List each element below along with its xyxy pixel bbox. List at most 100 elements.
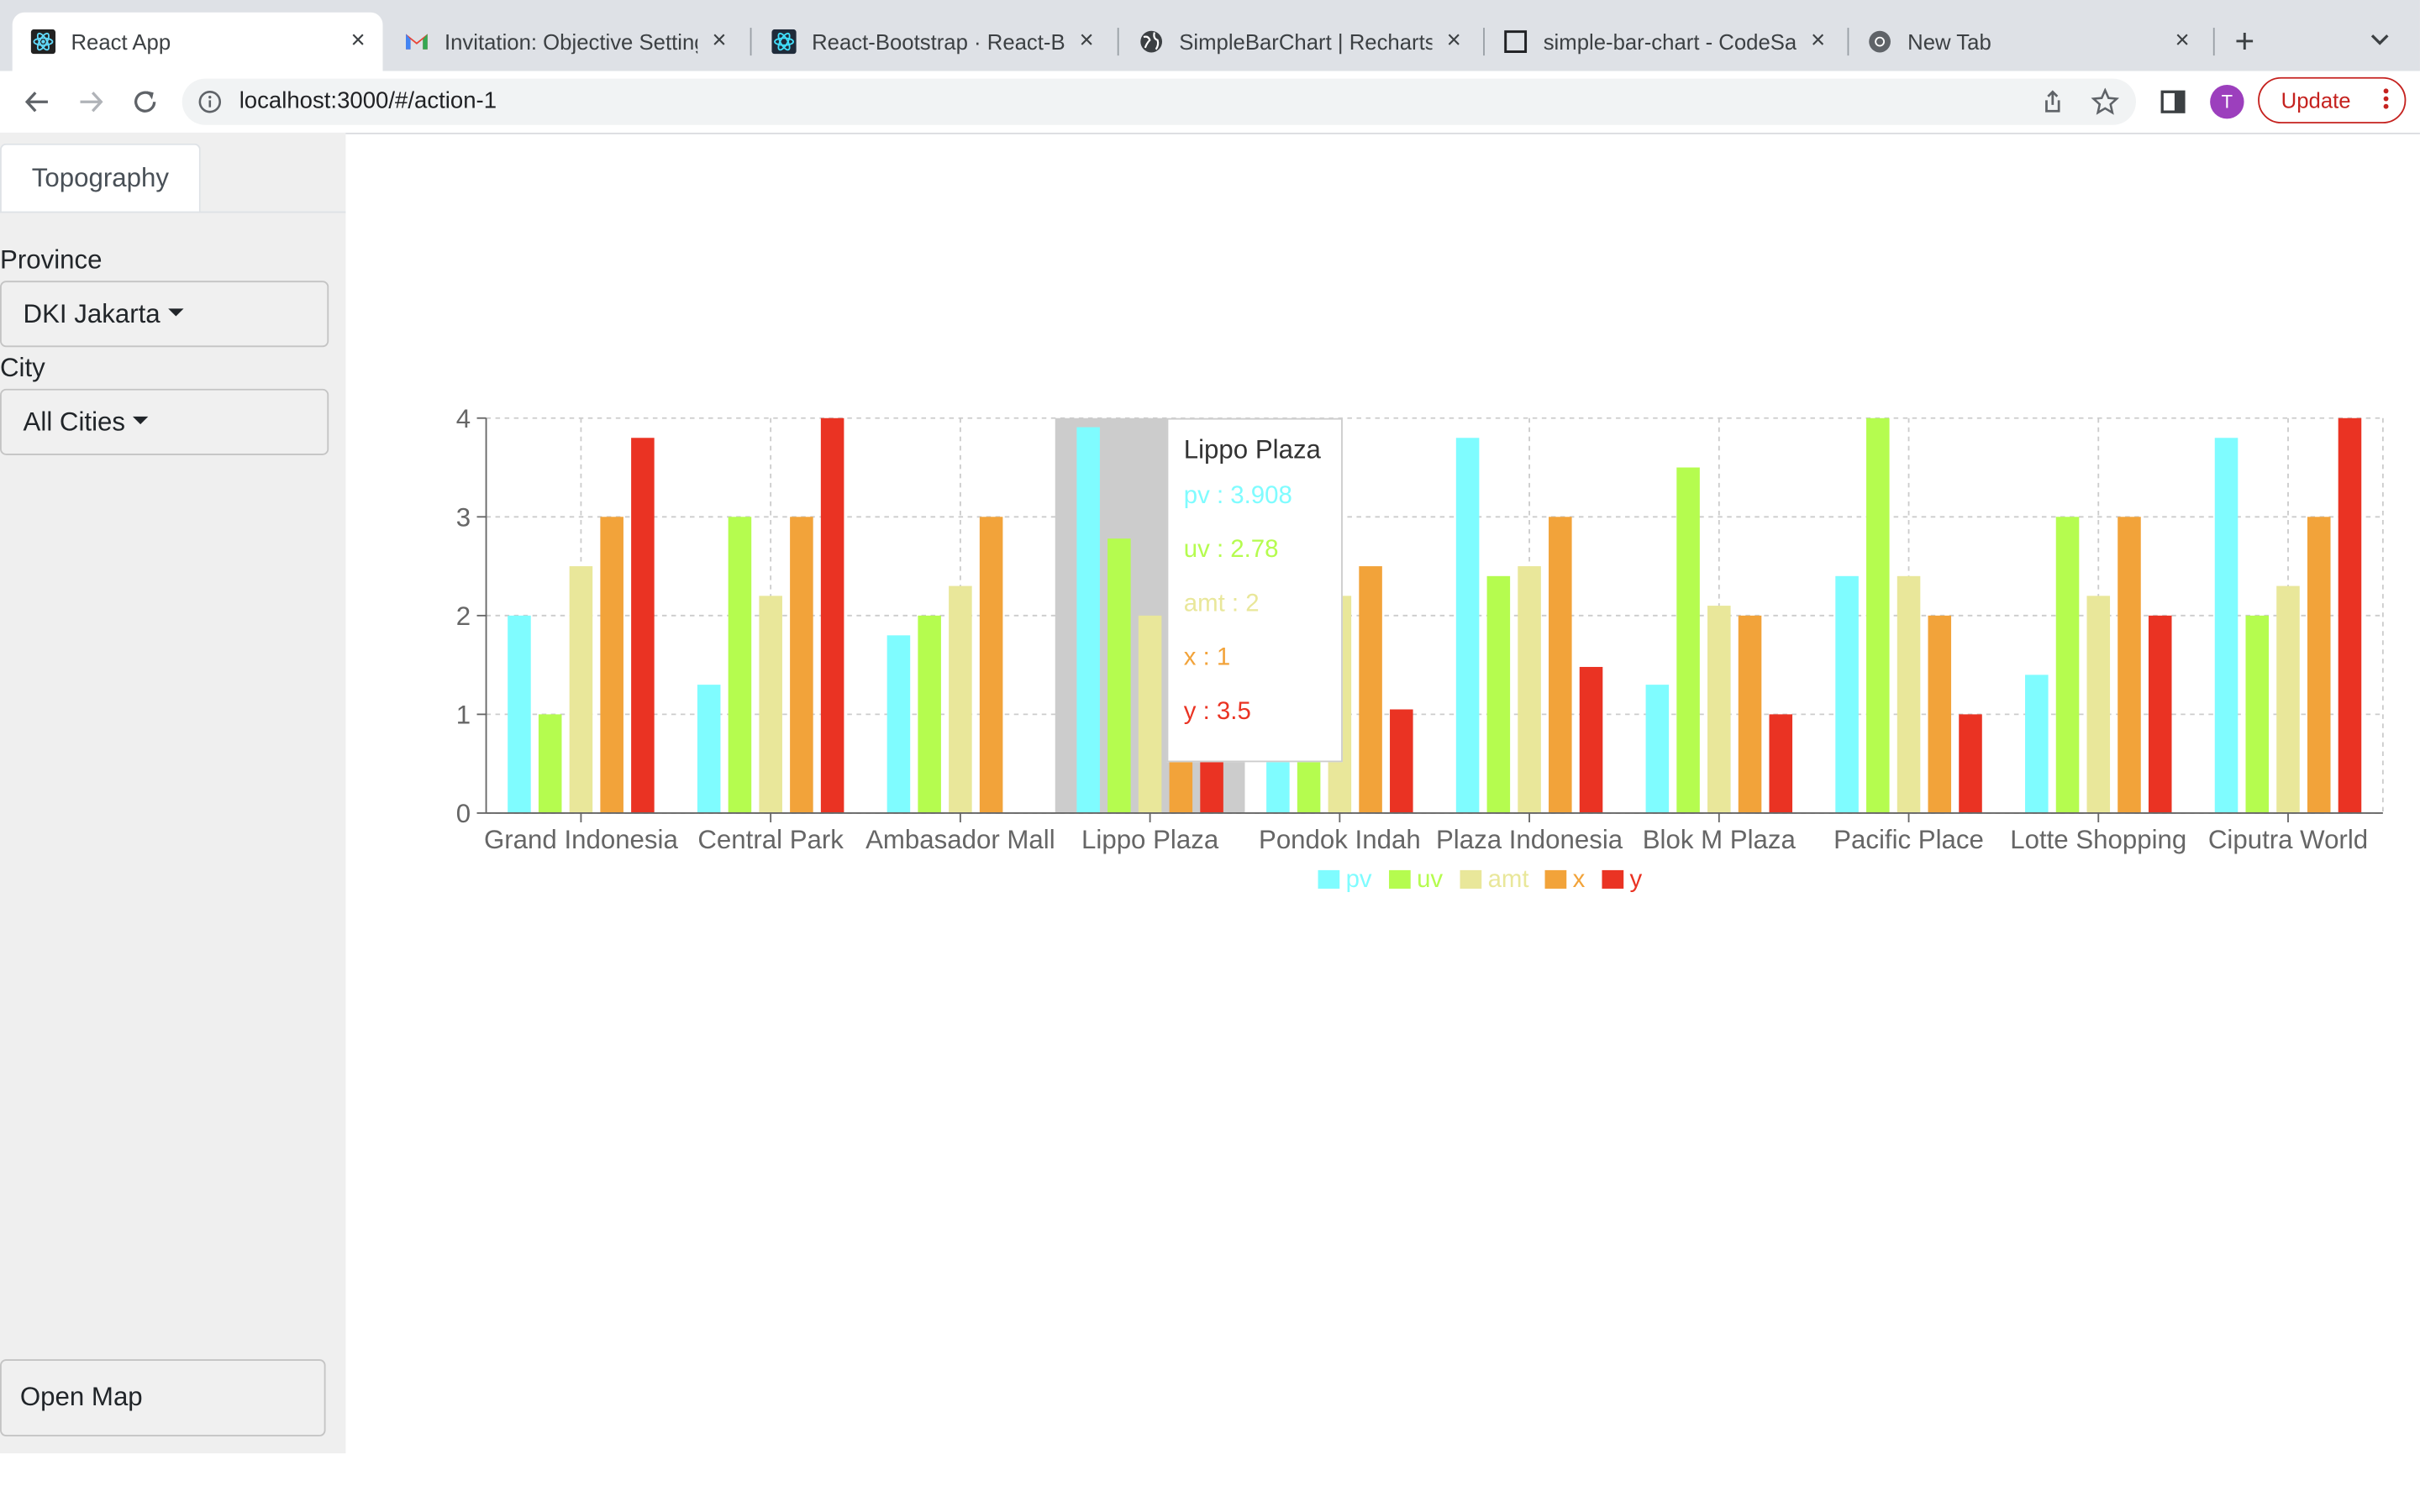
tab-topography[interactable]: Topography <box>0 143 201 213</box>
legend-label-y: y <box>1630 865 1643 893</box>
province-dropdown[interactable]: DKI Jakarta <box>0 281 329 348</box>
bar-uv-9 <box>2245 615 2270 813</box>
bar-y-6 <box>1769 714 1793 813</box>
site-info-icon[interactable] <box>197 90 222 114</box>
legend-swatch-y <box>1602 869 1624 889</box>
tab-title: SimpleBarChart | Recharts <box>1179 29 1433 55</box>
bar-amt-6 <box>1707 606 1731 813</box>
close-icon[interactable]: × <box>350 28 366 55</box>
bar-y-5 <box>1579 666 1603 813</box>
legend-swatch-amt <box>1460 869 1482 889</box>
x-tick-label: Pacific Place <box>1833 825 1984 854</box>
bar-amt-1 <box>759 596 782 813</box>
bookmark-star-icon[interactable] <box>2091 87 2119 116</box>
x-tick-label: Grand Indonesia <box>484 825 678 854</box>
bar-x-1 <box>790 517 813 813</box>
tab-recharts[interactable]: SimpleBarChart | Recharts × <box>1120 13 1478 71</box>
city-dropdown[interactable]: All Cities <box>0 388 329 455</box>
new-tab-button[interactable]: + <box>2234 21 2255 60</box>
bar-y-0 <box>631 438 655 813</box>
bar-amt-8 <box>2086 596 2111 813</box>
tab-divider <box>0 211 346 213</box>
tab-new-tab[interactable]: New Tab × <box>1849 13 2207 71</box>
bar-x-9 <box>2307 517 2331 813</box>
tab-separator <box>1847 28 1849 56</box>
close-icon[interactable]: × <box>1446 28 1461 55</box>
bar-amt-3 <box>1138 615 1162 813</box>
bar-y-9 <box>2338 417 2362 813</box>
province-value: DKI Jakarta <box>23 298 160 328</box>
browser-toolbar: localhost:3000/#/action-1 T Update <box>0 71 2420 134</box>
caret-down-icon <box>167 307 184 316</box>
profile-avatar[interactable]: T <box>2210 85 2244 119</box>
update-label: Update <box>2281 87 2351 113</box>
close-icon[interactable]: × <box>2175 28 2190 55</box>
forward-arrow-icon[interactable] <box>72 83 109 120</box>
x-tick-label: Blok M Plaza <box>1643 825 1797 854</box>
tab-separator <box>2212 28 2215 56</box>
bar-amt-5 <box>1518 566 1541 813</box>
bar-amt-7 <box>1897 575 1921 813</box>
update-button[interactable]: Update <box>2258 76 2407 123</box>
bar-uv-2 <box>918 615 941 813</box>
y-tick-label: 1 <box>456 700 471 729</box>
browser-tab-bar: React App × Invitation: Objective Settin… <box>0 0 2420 71</box>
close-icon[interactable]: × <box>1079 28 1094 55</box>
bar-y-7 <box>1959 714 1982 813</box>
tab-search-chevron-icon[interactable] <box>2369 28 2391 52</box>
reload-icon[interactable] <box>127 83 164 120</box>
bar-x-2 <box>979 517 1003 813</box>
bar-pv-8 <box>2025 675 2049 813</box>
caret-down-icon <box>133 415 149 424</box>
back-arrow-icon[interactable] <box>18 83 55 120</box>
tab-gmail-invitation[interactable]: Invitation: Objective Setting × <box>386 13 744 71</box>
bar-y-1 <box>820 417 844 813</box>
url-text[interactable]: localhost:3000/#/action-1 <box>239 87 497 114</box>
bar-chart[interactable]: 0 1 2 3 4 Grand Indonesia Central Park Ambasado… <box>345 133 2420 1453</box>
bar-uv-8 <box>2055 517 2080 813</box>
bar-uv-3 <box>1107 538 1131 813</box>
bar-uv-5 <box>1486 575 1511 813</box>
tab-title: simple-bar-chart - CodeSa <box>1543 29 1797 55</box>
legend-swatch-pv <box>1318 869 1340 889</box>
tab-title: New Tab <box>1907 29 1991 55</box>
city-value: All Cities <box>23 406 126 436</box>
address-bar[interactable]: localhost:3000/#/action-1 <box>182 78 2136 125</box>
tooltip-title: Lippo Plaza <box>1183 434 1321 465</box>
y-tick-label: 4 <box>456 404 471 433</box>
bar-uv-6 <box>1676 467 1700 813</box>
x-tick-label: Ambasador Mall <box>865 825 1055 854</box>
side-panel-icon[interactable] <box>2160 88 2187 116</box>
bar-x-0 <box>600 517 623 813</box>
react-icon <box>30 29 56 55</box>
y-tick-label: 3 <box>456 502 471 532</box>
legend-label-x: x <box>1573 865 1586 893</box>
bar-amt-2 <box>949 585 972 813</box>
bar-x-8 <box>2118 517 2141 813</box>
tab-separator <box>1117 28 1119 56</box>
x-tick-label: Central Park <box>697 825 844 854</box>
close-icon[interactable]: × <box>712 28 727 55</box>
tab-codesandbox[interactable]: simple-bar-chart - CodeSa × <box>1485 13 1843 71</box>
more-vertical-icon[interactable] <box>2383 87 2389 118</box>
globe-icon <box>1139 29 1163 54</box>
gmail-icon <box>404 29 429 54</box>
open-map-button[interactable]: Open Map <box>0 1359 326 1436</box>
tab-title: React App <box>71 29 171 55</box>
legend-label-uv: uv <box>1417 865 1443 893</box>
bar-uv-1 <box>728 517 752 813</box>
city-label: City <box>0 353 45 383</box>
x-tick-label: Lotte Shopping <box>2010 825 2186 854</box>
tab-react-app[interactable]: React App × <box>12 12 383 71</box>
share-icon[interactable] <box>2039 88 2066 116</box>
tooltip-row-x: x : 1 <box>1183 644 1231 671</box>
react-bootstrap-icon <box>771 29 797 55</box>
y-tick-label: 0 <box>456 799 471 828</box>
bar-x-6 <box>1738 615 1762 813</box>
close-icon[interactable]: × <box>1811 28 1826 55</box>
bar-y-4 <box>1390 709 1413 813</box>
bar-pv-3 <box>1076 427 1100 813</box>
bar-x-5 <box>1549 517 1572 813</box>
chrome-icon <box>1867 29 1891 54</box>
tab-react-bootstrap[interactable]: React-Bootstrap · React-Bo × <box>753 13 1111 71</box>
